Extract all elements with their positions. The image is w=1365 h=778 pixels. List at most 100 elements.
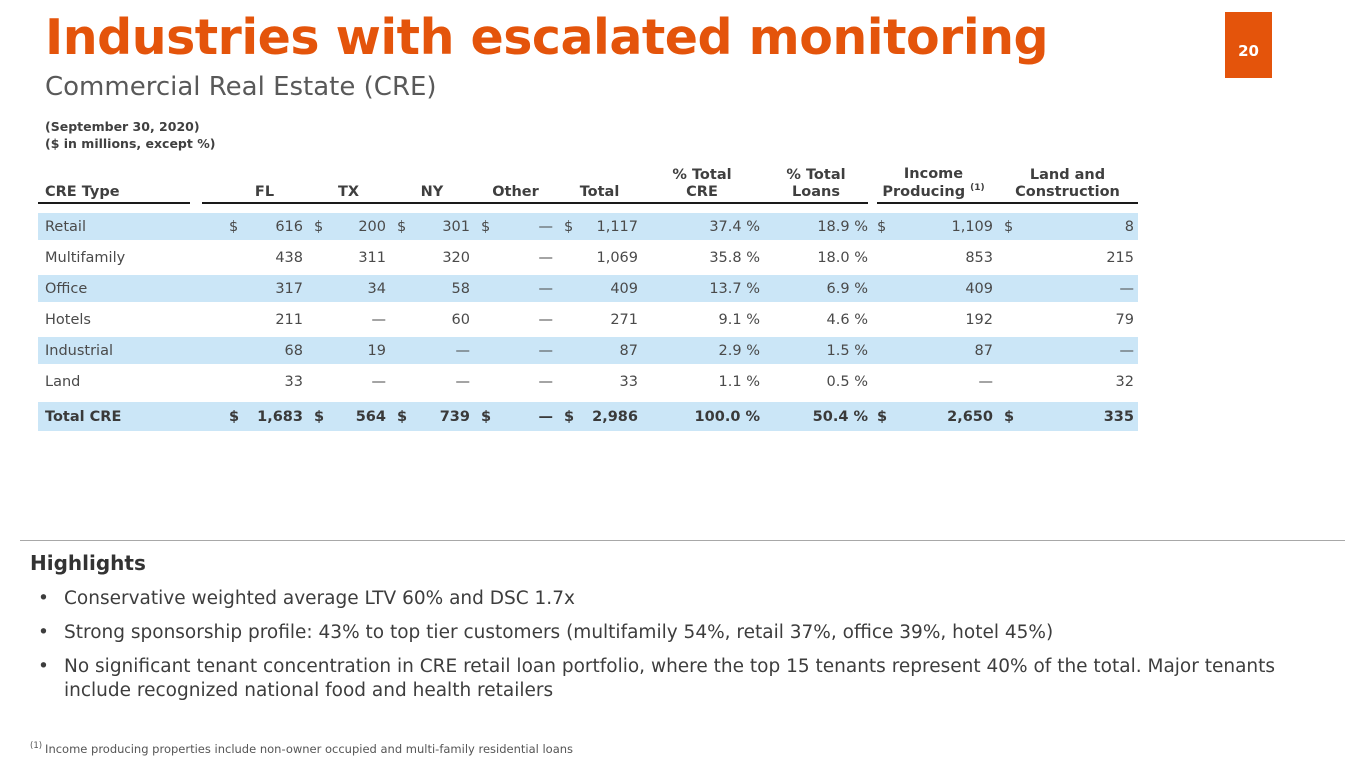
table-cell: $564: [307, 409, 390, 425]
header-underline-label: [38, 202, 190, 204]
cell-value: —: [538, 280, 554, 297]
cell-value: 192: [965, 311, 993, 328]
cell-value: 1,069: [596, 249, 638, 266]
cell-value: 33: [619, 373, 638, 390]
footnote-text: Income producing properties include non-…: [45, 741, 574, 756]
row-label: Land: [45, 373, 81, 390]
cell-value: 271: [610, 311, 638, 328]
cell-value: 1,109: [951, 218, 993, 235]
column-header-ny: NY: [420, 183, 444, 200]
cell-value: —: [1119, 280, 1135, 297]
table-cell: 18.0 %: [817, 249, 868, 266]
table-cell: —: [390, 343, 474, 359]
currency-symbol: $: [229, 218, 239, 235]
table-cell: 0.5 %: [826, 373, 868, 390]
table-cell: 87: [557, 343, 642, 359]
table-row: Office 317 34 58 — 409 13.7 % 6.9 % 409 —: [38, 275, 1138, 302]
table-cell: $8: [997, 219, 1138, 235]
cell-value: 19: [367, 342, 386, 359]
table-cell: 100.0 %: [694, 408, 760, 425]
table-cell: 215: [997, 250, 1138, 266]
units-note: ($ in millions, except %): [45, 135, 216, 151]
table-cell: 58: [390, 281, 474, 297]
table-header-row: CRE Type FL TX NY Other Total % Total CR…: [38, 166, 1138, 202]
table-cell: $ —: [474, 219, 557, 235]
cell-value: 564: [355, 408, 386, 425]
cell-value: 616: [275, 218, 303, 235]
table-cell: —: [307, 312, 390, 328]
table-cell: 320: [390, 250, 474, 266]
table-body: Retail $616 $200 $301 $ — $1,117 37.4 % 18.9 % $1…: [38, 213, 1138, 435]
currency-symbol: $: [564, 218, 574, 235]
column-header-income-producing: Income Producing (1): [882, 166, 985, 200]
table-cell: 271: [557, 312, 642, 328]
cell-value: —: [455, 373, 471, 390]
table-cell: $739: [390, 409, 474, 425]
cell-value: 409: [610, 280, 638, 297]
table-cell: 34: [307, 281, 390, 297]
currency-symbol: $: [481, 408, 492, 425]
table-cell: 9.1 %: [718, 311, 760, 328]
cell-value: —: [1119, 342, 1135, 359]
cell-value: 301: [442, 218, 470, 235]
cell-value: —: [978, 373, 994, 390]
cell-value: —: [538, 408, 554, 425]
row-label: Total CRE: [45, 408, 122, 425]
cre-table: CRE Type FL TX NY Other Total % Total CR…: [38, 166, 1138, 438]
cell-value: 79: [1115, 311, 1134, 328]
table-cell: 50.4 %: [812, 408, 868, 425]
cell-value: 409: [965, 280, 993, 297]
currency-symbol: $: [1004, 218, 1014, 235]
cell-value: 335: [1103, 408, 1134, 425]
table-cell: —: [390, 374, 474, 390]
table-cell: 853: [870, 250, 997, 266]
table-cell: 18.9 %: [817, 218, 868, 235]
currency-symbol: $: [564, 408, 575, 425]
table-cell: 2.9 %: [718, 342, 760, 359]
page-number: 20: [1238, 42, 1259, 60]
table-cell: —: [474, 312, 557, 328]
column-header-fl: FL: [254, 183, 275, 200]
table-cell: 33: [557, 374, 642, 390]
cell-value: 1,683: [257, 408, 303, 425]
table-cell: $301: [390, 219, 474, 235]
cell-value: —: [538, 311, 554, 328]
currency-symbol: $: [229, 408, 240, 425]
table-row: Multifamily 438 311 320 — 1,069 35.8 % 18.0 % 85…: [38, 244, 1138, 271]
cell-value: 60: [451, 311, 470, 328]
cell-value: 8: [1124, 218, 1134, 235]
currency-symbol: $: [397, 408, 408, 425]
cell-value: 739: [439, 408, 470, 425]
currency-symbol: $: [877, 408, 888, 425]
highlight-bullet: Strong sponsorship profile: 43% to top t…: [30, 621, 1340, 645]
column-header-cre-type: CRE Type: [45, 183, 120, 200]
cell-value: 32: [1115, 373, 1134, 390]
table-cell: —: [474, 343, 557, 359]
table-cell: —: [870, 374, 997, 390]
table-cell: 13.7 %: [709, 280, 760, 297]
table-cell: 192: [870, 312, 997, 328]
cell-value: —: [538, 373, 554, 390]
table-notes: (September 30, 2020) ($ in millions, exc…: [45, 119, 1365, 152]
currency-symbol: $: [397, 218, 407, 235]
table-cell: $ —: [474, 409, 557, 425]
table-cell: 1.5 %: [826, 342, 868, 359]
cell-value: —: [455, 342, 471, 359]
cell-value: —: [371, 373, 387, 390]
cell-value: 58: [451, 280, 470, 297]
currency-symbol: $: [481, 218, 491, 235]
row-label: Industrial: [45, 342, 114, 359]
table-cell: 6.9 %: [826, 280, 868, 297]
footnote-marker: (1): [30, 741, 43, 751]
table-row: Land 33 — — — 33 1.1 % 0.5 % — 32: [38, 368, 1138, 395]
table-cell: 37.4 %: [709, 218, 760, 235]
table-cell: 33: [222, 374, 307, 390]
cell-value: 211: [275, 311, 303, 328]
table-row: Hotels 211 — 60 — 271 9.1 % 4.6 % 192 79: [38, 306, 1138, 333]
table-cell: $200: [307, 219, 390, 235]
currency-symbol: $: [877, 218, 887, 235]
table-cell: $1,117: [557, 219, 642, 235]
cell-value: 438: [275, 249, 303, 266]
cell-value: 853: [965, 249, 993, 266]
table-cell: —: [474, 281, 557, 297]
